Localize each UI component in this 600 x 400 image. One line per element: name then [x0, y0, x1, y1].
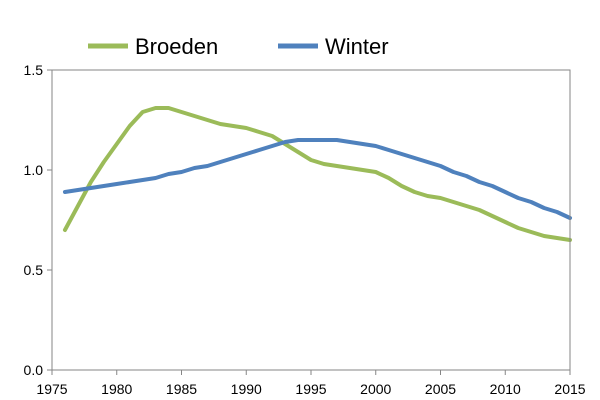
- x-tick-label: 2005: [425, 381, 456, 397]
- series-line-broeden: [62, 106, 572, 242]
- legend-label-broeden: Broeden: [135, 34, 218, 59]
- plot-frame: [51, 69, 571, 371]
- plot-area: [47, 69, 572, 375]
- x-tick-label: 2015: [554, 381, 585, 397]
- x-tick-label: 1980: [101, 381, 132, 397]
- y-tick-label: 0.5: [24, 262, 44, 278]
- x-tick-label: 2010: [490, 381, 521, 397]
- axes: [47, 69, 571, 375]
- tick-labels: 1975 1980 1985 1990 1995 2000 2005 2010 2015 0.0 0…: [24, 62, 586, 397]
- y-tick-label: 1.5: [24, 62, 44, 78]
- series-line-winter: [62, 138, 572, 220]
- y-tick-label: 1.0: [24, 162, 44, 178]
- x-tick-label: 1990: [231, 381, 262, 397]
- x-tick-label: 1995: [295, 381, 326, 397]
- y-tick-label: 0.0: [24, 362, 44, 378]
- chart-legend: Broeden Winter: [88, 34, 389, 59]
- legend-label-winter: Winter: [325, 34, 389, 59]
- x-tick-label: 2000: [360, 381, 391, 397]
- series-lines: [62, 106, 572, 242]
- x-tick-label: 1985: [166, 381, 197, 397]
- x-tick-label: 1975: [36, 381, 67, 397]
